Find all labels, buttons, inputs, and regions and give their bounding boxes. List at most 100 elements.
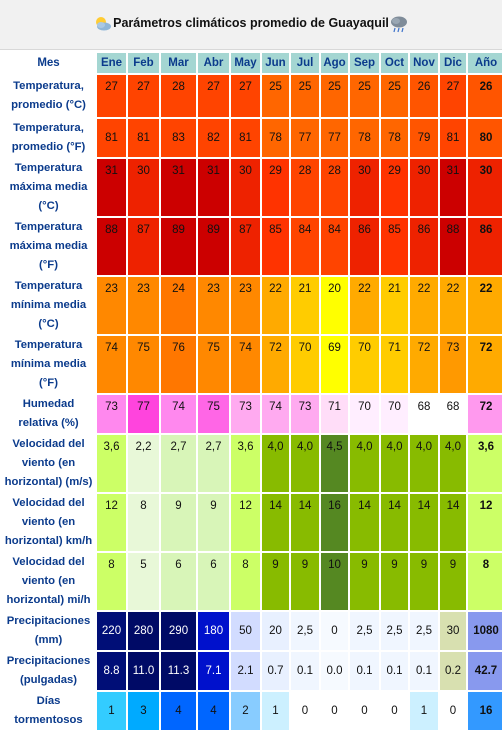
month-value-cell: 68 xyxy=(410,395,438,433)
month-value-cell: 84 xyxy=(291,218,319,275)
month-value-cell: 74 xyxy=(97,336,126,393)
month-value-cell: 5 xyxy=(128,553,159,610)
month-header: Sep xyxy=(350,53,379,73)
month-value-cell: 9 xyxy=(262,553,289,610)
climate-table: Mes Ene Feb Mar Abr May Jun Jul Ago Sep … xyxy=(0,51,502,732)
month-value-cell: 0.2 xyxy=(440,652,466,690)
month-value-cell: 14 xyxy=(291,494,319,551)
month-value-cell: 6 xyxy=(161,553,196,610)
month-value-cell: 24 xyxy=(161,277,196,334)
month-value-cell: 6 xyxy=(198,553,229,610)
month-value-cell: 23 xyxy=(198,277,229,334)
row-label: Temperatura máxima media (°C) xyxy=(2,159,95,216)
month-value-cell: 11.3 xyxy=(161,652,196,690)
month-value-cell: 81 xyxy=(231,119,260,157)
month-value-cell: 9 xyxy=(291,553,319,610)
month-header-row: Mes Ene Feb Mar Abr May Jun Jul Ago Sep … xyxy=(2,53,502,73)
table-row: Humedad relativa (%) 73 77 74 75 73 74 73 71 70 70… xyxy=(2,395,502,433)
month-header: Dic xyxy=(440,53,466,73)
year-value-cell: 72 xyxy=(468,336,502,393)
month-value-cell: 31 xyxy=(198,159,229,216)
month-value-cell: 87 xyxy=(128,218,159,275)
month-value-cell: 4,0 xyxy=(262,435,289,492)
month-value-cell: 79 xyxy=(410,119,438,157)
month-header: Ago xyxy=(321,53,348,73)
month-value-cell: 73 xyxy=(97,395,126,433)
table-row: Temperatura mínima media (°F) 74 75 76 75 74 7… xyxy=(2,336,502,393)
row-label: Humedad relativa (%) xyxy=(2,395,95,433)
month-value-cell: 0.0 xyxy=(321,652,348,690)
storm-cloud-icon xyxy=(389,14,409,34)
month-value-cell: 9 xyxy=(381,553,408,610)
month-value-cell: 2,7 xyxy=(161,435,196,492)
month-value-cell: 27 xyxy=(97,75,126,117)
month-value-cell: 8 xyxy=(231,553,260,610)
month-value-cell: 25 xyxy=(381,75,408,117)
month-value-cell: 70 xyxy=(291,336,319,393)
month-header: Jul xyxy=(291,53,319,73)
month-value-cell: 23 xyxy=(128,277,159,334)
month-value-cell: 74 xyxy=(161,395,196,433)
table-row: Velocidad del viento (en horizontal) (m/… xyxy=(2,435,502,492)
month-value-cell: 4,0 xyxy=(291,435,319,492)
month-header: May xyxy=(231,53,260,73)
month-value-cell: 2,5 xyxy=(410,612,438,650)
month-value-cell: 1 xyxy=(262,692,289,730)
table-row: Precipitaciones (mm) 220 280 290 180 50 20 2,5 0… xyxy=(2,612,502,650)
year-value-cell: 8 xyxy=(468,553,502,610)
month-value-cell: 0 xyxy=(321,612,348,650)
month-header: Jun xyxy=(262,53,289,73)
month-value-cell: 27 xyxy=(198,75,229,117)
table-row: Velocidad del viento (en horizontal) mi/… xyxy=(2,553,502,610)
month-value-cell: 81 xyxy=(97,119,126,157)
month-value-cell: 30 xyxy=(440,612,466,650)
month-value-cell: 0 xyxy=(291,692,319,730)
month-value-cell: 14 xyxy=(350,494,379,551)
month-value-cell: 25 xyxy=(262,75,289,117)
month-value-cell: 2.1 xyxy=(231,652,260,690)
month-value-cell: 290 xyxy=(161,612,196,650)
month-value-cell: 84 xyxy=(321,218,348,275)
month-value-cell: 9 xyxy=(198,494,229,551)
table-row: Temperatura, promedio (°F) 81 81 83 82 81 78 77… xyxy=(2,119,502,157)
month-value-cell: 3,6 xyxy=(231,435,260,492)
row-label: Temperatura, promedio (°F) xyxy=(2,119,95,157)
month-header: Nov xyxy=(410,53,438,73)
month-value-cell: 70 xyxy=(381,395,408,433)
year-value-cell: 3,6 xyxy=(468,435,502,492)
month-value-cell: 2,7 xyxy=(198,435,229,492)
month-value-cell: 23 xyxy=(97,277,126,334)
month-value-cell: 2,2 xyxy=(128,435,159,492)
month-header: Ene xyxy=(97,53,126,73)
table-row: Temperatura máxima media (°F) 88 87 89 89 87 8… xyxy=(2,218,502,275)
month-value-cell: 0.7 xyxy=(262,652,289,690)
month-value-cell: 31 xyxy=(161,159,196,216)
month-value-cell: 2,5 xyxy=(291,612,319,650)
month-header: Mar xyxy=(161,53,196,73)
month-value-cell: 71 xyxy=(321,395,348,433)
month-header-label: Mes xyxy=(2,53,95,73)
month-value-cell: 89 xyxy=(198,218,229,275)
month-value-cell: 29 xyxy=(381,159,408,216)
month-value-cell: 3,6 xyxy=(97,435,126,492)
month-value-cell: 0 xyxy=(350,692,379,730)
month-value-cell: 4,5 xyxy=(321,435,348,492)
month-value-cell: 1 xyxy=(97,692,126,730)
month-value-cell: 81 xyxy=(440,119,466,157)
month-value-cell: 89 xyxy=(161,218,196,275)
sun-cloud-icon xyxy=(93,14,113,34)
month-value-cell: 4 xyxy=(198,692,229,730)
month-value-cell: 30 xyxy=(128,159,159,216)
month-value-cell: 20 xyxy=(262,612,289,650)
month-value-cell: 14 xyxy=(381,494,408,551)
month-value-cell: 88 xyxy=(97,218,126,275)
month-value-cell: 68 xyxy=(440,395,466,433)
month-value-cell: 8 xyxy=(97,553,126,610)
month-value-cell: 22 xyxy=(440,277,466,334)
month-value-cell: 69 xyxy=(321,336,348,393)
month-value-cell: 73 xyxy=(231,395,260,433)
month-value-cell: 30 xyxy=(350,159,379,216)
month-value-cell: 8 xyxy=(128,494,159,551)
month-value-cell: 8.8 xyxy=(97,652,126,690)
